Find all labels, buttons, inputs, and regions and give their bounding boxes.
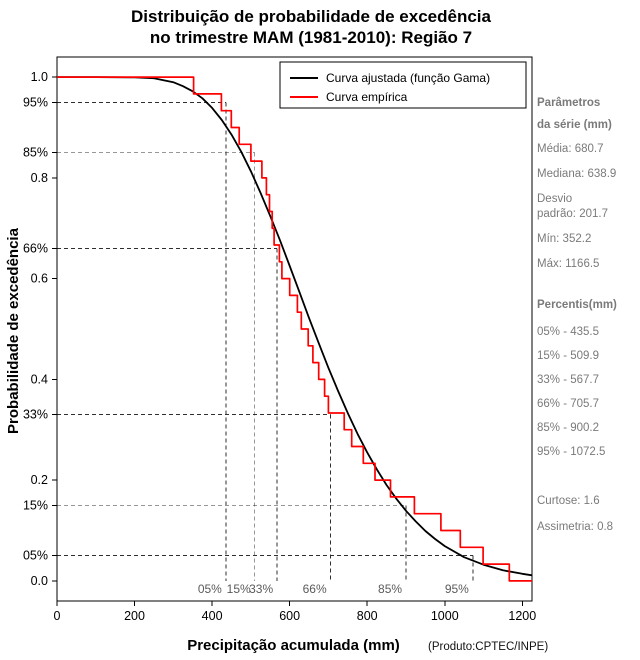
percentile-line: 33% - 567.7: [537, 374, 600, 386]
x-tick-label: 1000: [431, 609, 459, 623]
x-percentile-foot-label: 33%: [249, 582, 273, 596]
empirical-curve: [57, 76, 532, 582]
y-percent-label: 95%: [23, 95, 48, 109]
y-axis-title: Probabilidade de excedência: [5, 228, 22, 434]
percentile-line: 85% - 900.2: [537, 422, 600, 434]
chart-title-line2: no trimestre MAM (1981-2010): Região 7: [149, 28, 473, 47]
y-tick-label: 0.2: [31, 473, 48, 487]
chart-title-line1: Distribuição de probabilidade de excedên…: [131, 7, 491, 26]
x-percentile-foot-label: 66%: [303, 582, 327, 596]
percentiles-header: Percentis(mm): [537, 299, 617, 311]
y-tick-label: 0.0: [31, 574, 48, 588]
percentile-line: 66% - 705.7: [537, 398, 600, 410]
product-credit: (Produto:CPTEC/INPE): [428, 641, 549, 653]
stat-line: Mediana: 638.9: [537, 168, 617, 180]
x-percentile-foot-label: 95%: [445, 582, 469, 596]
stat-line: Média: 680.7: [537, 143, 604, 155]
y-percent-label: 66%: [23, 241, 48, 255]
x-percentile-foot-label: 05%: [198, 582, 222, 596]
x-tick-label: 1200: [508, 609, 536, 623]
x-tick-label: 800: [357, 609, 378, 623]
y-percent-label: 15%: [23, 498, 48, 512]
percentile-line: 05% - 435.5: [537, 326, 600, 338]
y-percent-label: 85%: [23, 146, 48, 160]
y-percent-label: 05%: [23, 549, 48, 563]
percentile-guides: [57, 101, 474, 581]
x-tick-label: 600: [279, 609, 300, 623]
stats-sidebar: Parâmetros da série (mm) Média: 680.7 Med…: [537, 92, 639, 546]
moment-line: Assimetria: 0.8: [537, 521, 614, 533]
moments-list: Curtose: 1.6 Assimetria: 0.8: [537, 494, 639, 535]
stat-line: Mín: 352.2: [537, 233, 592, 245]
percentile-line: 15% - 509.9: [537, 350, 600, 362]
x-axis: 0 200 400 600 800 1000 1200: [54, 601, 536, 623]
y-tick-label: 0.4: [31, 372, 48, 386]
series-stats-list: Média: 680.7 Mediana: 638.9 Desvio padrão:…: [537, 142, 639, 272]
x-tick-label: 400: [202, 609, 223, 623]
y-axis: 0.0 0.2 0.4 0.6 0.8 1.0 95% 85% 66% 33% 15% 05%: [23, 70, 57, 588]
stat-line: Máx: 1166.5: [537, 258, 600, 270]
gamma-curve: [57, 76, 533, 577]
x-axis-title: Precipitação acumulada (mm): [187, 637, 400, 654]
chart-title: Distribuição de probabilidade de excedên…: [0, 6, 622, 48]
x-percentile-foot-label: 85%: [378, 582, 402, 596]
legend-entry-label: Curva empírica: [326, 90, 408, 104]
moment-line: Curtose: 1.6: [537, 495, 600, 507]
plot-frame: [56, 56, 533, 602]
stat-line: Desvio padrão: 201.7: [537, 193, 608, 220]
x-tick-label: 200: [124, 609, 145, 623]
legend: Curva ajustada (função Gama) Curva empíri…: [279, 61, 527, 109]
params-header: Parâmetros da série (mm): [537, 97, 612, 131]
x-tick-label: 0: [54, 609, 61, 623]
legend-entry-label: Curva ajustada (função Gama): [326, 71, 490, 85]
y-tick-label: 0.6: [31, 272, 48, 286]
y-percent-label: 33%: [23, 408, 48, 422]
percentiles-list: 05% - 435.5 15% - 509.9 33% - 567.7 66% - 7…: [537, 325, 639, 460]
percentile-line: 95% - 1072.5: [537, 446, 606, 458]
x-percentile-foot-label: 15%: [227, 582, 251, 596]
y-tick-label: 1.0: [31, 70, 48, 84]
y-tick-label: 0.8: [31, 171, 48, 185]
